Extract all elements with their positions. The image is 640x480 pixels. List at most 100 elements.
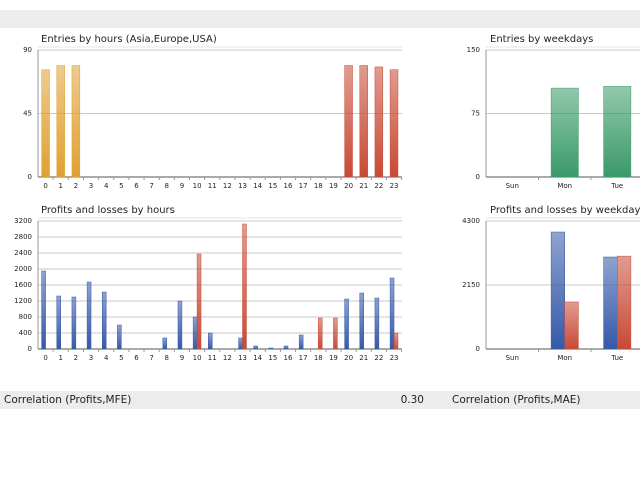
bar	[393, 332, 399, 350]
x-tick-label: 16	[284, 182, 293, 190]
bar	[374, 66, 384, 178]
chart-title: Profits and losses by hours	[41, 205, 175, 216]
x-tick-label: 19	[329, 354, 338, 362]
y-tick-label: 4300	[462, 217, 480, 225]
footer-bar	[0, 391, 640, 409]
x-tick-label: 17	[299, 182, 308, 190]
x-tick-label: 20	[344, 182, 353, 190]
x-tick-label: 10	[193, 182, 202, 190]
x-tick-label: Tue	[610, 182, 623, 190]
bar	[318, 317, 323, 350]
bar	[333, 317, 338, 350]
bar	[344, 298, 349, 350]
bar	[550, 87, 579, 178]
bar	[253, 345, 258, 350]
bar	[359, 65, 368, 178]
x-tick-label: 6	[134, 354, 139, 362]
bar	[71, 296, 77, 350]
bar	[177, 300, 183, 350]
x-tick-label: 11	[208, 182, 217, 190]
y-tick-label: 400	[19, 329, 32, 337]
x-tick-label: 7	[149, 354, 153, 362]
corr-label: Correlation (Profits,MAE)	[452, 394, 581, 406]
x-tick-label: 9	[180, 354, 184, 362]
bar	[359, 292, 364, 350]
bar	[162, 337, 168, 350]
x-tick-label: 15	[268, 354, 277, 362]
chart-title: Entries by weekdays	[490, 34, 593, 45]
x-tick-label: 23	[390, 182, 399, 190]
bar	[550, 231, 565, 350]
bar	[374, 297, 380, 350]
x-tick-label: Mon	[557, 354, 572, 362]
bar	[56, 295, 61, 350]
y-tick-label: 0	[476, 173, 480, 181]
y-tick-label: 150	[467, 46, 480, 54]
x-tick-label: 2	[74, 182, 78, 190]
chart-title: Profits and losses by weekdays	[490, 205, 640, 216]
x-tick-label: 9	[180, 182, 184, 190]
x-tick-label: 23	[390, 354, 399, 362]
x-tick-label: Mon	[557, 182, 572, 190]
y-tick-label: 3200	[14, 217, 32, 225]
y-tick-label: 2400	[14, 249, 32, 257]
x-tick-label: 5	[119, 354, 123, 362]
x-tick-label: 21	[359, 354, 368, 362]
x-tick-label: 8	[165, 182, 169, 190]
y-tick-label: 2000	[14, 265, 32, 273]
bar	[41, 270, 46, 350]
y-tick-label: 1200	[14, 297, 32, 305]
corr-label: Correlation (Profits,MFE)	[4, 394, 131, 406]
bar	[192, 316, 198, 350]
y-tick-label: 75	[471, 110, 480, 118]
bar	[238, 337, 243, 350]
x-tick-label: 12	[223, 182, 232, 190]
bar	[283, 345, 289, 350]
x-tick-label: 18	[314, 182, 323, 190]
bar	[298, 334, 304, 350]
y-tick-label: 0	[28, 173, 32, 181]
y-tick-label: 2150	[462, 281, 480, 289]
y-tick-label: 1600	[14, 281, 32, 289]
bar	[268, 347, 274, 350]
x-tick-label: 5	[119, 182, 123, 190]
header-bar	[0, 10, 640, 28]
bar	[242, 223, 247, 350]
x-tick-label: 13	[238, 354, 247, 362]
y-tick-label: 800	[19, 313, 32, 321]
x-tick-label: 1	[58, 354, 62, 362]
x-tick-label: 10	[193, 354, 202, 362]
x-tick-label: 1	[58, 182, 62, 190]
bar	[41, 69, 50, 178]
x-tick-label: 2	[74, 354, 78, 362]
x-tick-label: 14	[253, 182, 262, 190]
bar	[101, 291, 107, 350]
y-tick-label: 0	[476, 345, 480, 353]
x-tick-label: 22	[374, 354, 383, 362]
x-tick-label: 7	[149, 182, 153, 190]
x-tick-label: 19	[329, 182, 338, 190]
x-tick-label: 14	[253, 354, 262, 362]
bar	[389, 277, 395, 350]
y-tick-label: 90	[23, 46, 32, 54]
x-tick-label: 0	[43, 182, 47, 190]
x-tick-label: 0	[43, 354, 47, 362]
x-tick-label: Sun	[506, 182, 519, 190]
x-tick-label: 22	[374, 182, 383, 190]
bar	[86, 281, 92, 350]
bar	[617, 255, 632, 350]
corr-value: 0.30	[401, 394, 424, 406]
bar	[208, 332, 213, 350]
x-tick-label: 3	[89, 354, 93, 362]
x-tick-label: 17	[299, 354, 308, 362]
bar	[389, 69, 399, 178]
x-tick-label: 4	[104, 182, 109, 190]
y-tick-label: 45	[23, 110, 32, 118]
x-tick-label: Tue	[610, 354, 623, 362]
x-tick-label: 13	[238, 182, 247, 190]
x-tick-label: 21	[359, 182, 368, 190]
y-tick-label: 2800	[14, 233, 32, 241]
bar	[196, 253, 202, 350]
x-tick-label: 12	[223, 354, 232, 362]
